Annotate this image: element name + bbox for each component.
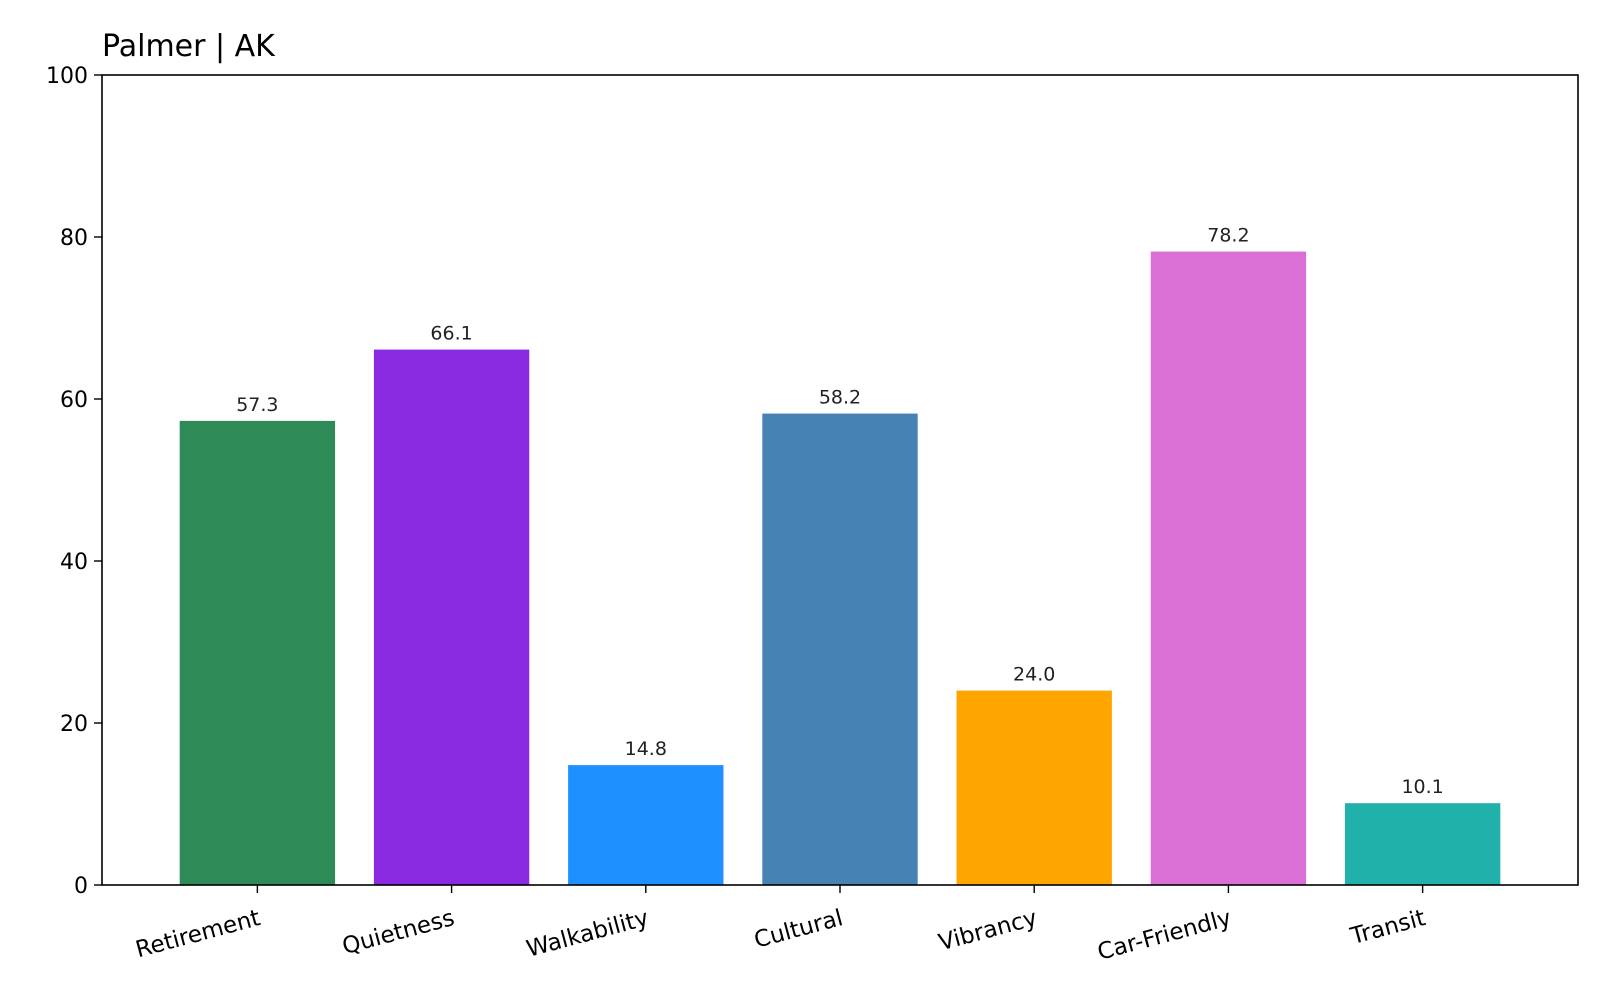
y-tick-label: 60 bbox=[60, 388, 88, 413]
x-tick-label: Retirement bbox=[133, 905, 263, 963]
bar-value-label: 24.0 bbox=[1013, 664, 1055, 686]
bar-transit bbox=[1344, 803, 1501, 885]
y-axis: 0 20 40 60 80 100 bbox=[46, 64, 102, 899]
y-tick-label: 100 bbox=[46, 64, 88, 89]
bar-walkability bbox=[568, 765, 724, 885]
bar-value-label: 66.1 bbox=[430, 323, 472, 345]
x-tick-label: Quietness bbox=[340, 905, 458, 960]
value-labels: 57.3 66.1 14.8 58.2 24.0 78.2 10.1 bbox=[236, 225, 1444, 799]
y-tick-label: 20 bbox=[60, 712, 88, 737]
x-axis: Retirement Quietness Walkability Cultural Vi… bbox=[133, 885, 1428, 966]
y-tick-label: 0 bbox=[74, 874, 88, 899]
bar-value-label: 78.2 bbox=[1207, 225, 1249, 247]
bar-value-label: 10.1 bbox=[1401, 776, 1443, 798]
x-tick-label: Transit bbox=[1347, 905, 1428, 950]
bar-vibrancy bbox=[956, 690, 1112, 885]
x-tick-label: Walkability bbox=[524, 905, 652, 963]
bar-value-label: 14.8 bbox=[625, 738, 667, 760]
y-tick-label: 80 bbox=[60, 226, 88, 251]
plot-frame bbox=[101, 74, 1579, 886]
bar-retirement bbox=[179, 420, 336, 885]
chart-title: Palmer | AK bbox=[102, 29, 276, 64]
bar-quietness bbox=[373, 349, 530, 886]
bar-car-friendly bbox=[1150, 251, 1307, 885]
x-tick-label: Vibrancy bbox=[936, 905, 1040, 956]
bars bbox=[179, 251, 1501, 886]
y-tick-label: 40 bbox=[60, 550, 88, 575]
bar-value-label: 57.3 bbox=[236, 394, 278, 416]
bar-value-label: 58.2 bbox=[819, 387, 861, 409]
bar-cultural bbox=[762, 413, 918, 885]
x-tick-label: Car-Friendly bbox=[1095, 905, 1234, 966]
x-tick-label: Cultural bbox=[751, 905, 845, 954]
